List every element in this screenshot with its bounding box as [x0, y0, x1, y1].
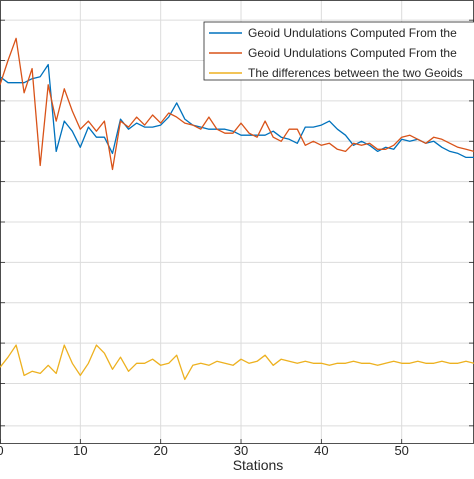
- x-tick-label: 20: [153, 443, 167, 458]
- x-ticks: 0 10 20 30 40 50: [0, 19, 474, 458]
- x-tick-label: 50: [394, 443, 408, 458]
- x-axis-label: Stations: [233, 457, 284, 473]
- legend-entry-3: The differences between the two Geoids: [248, 66, 463, 80]
- series-lines: [0, 37, 474, 381]
- legend-box: [203, 21, 474, 81]
- x-tick-label: 0: [0, 443, 4, 458]
- x-tick-label: 30: [234, 443, 248, 458]
- x-tick-label: 10: [73, 443, 87, 458]
- series-line-2: [0, 37, 474, 171]
- legend-entry-2: Geoid Undulations Computed From the: [248, 46, 457, 60]
- x-tick-label: 40: [314, 443, 328, 458]
- series-line-1: [0, 63, 474, 159]
- legend-entry-1: Geoid Undulations Computed From the: [248, 26, 457, 40]
- series-line-3: [0, 344, 474, 381]
- legend: Geoid Undulations Computed From the Geoid…: [203, 21, 474, 81]
